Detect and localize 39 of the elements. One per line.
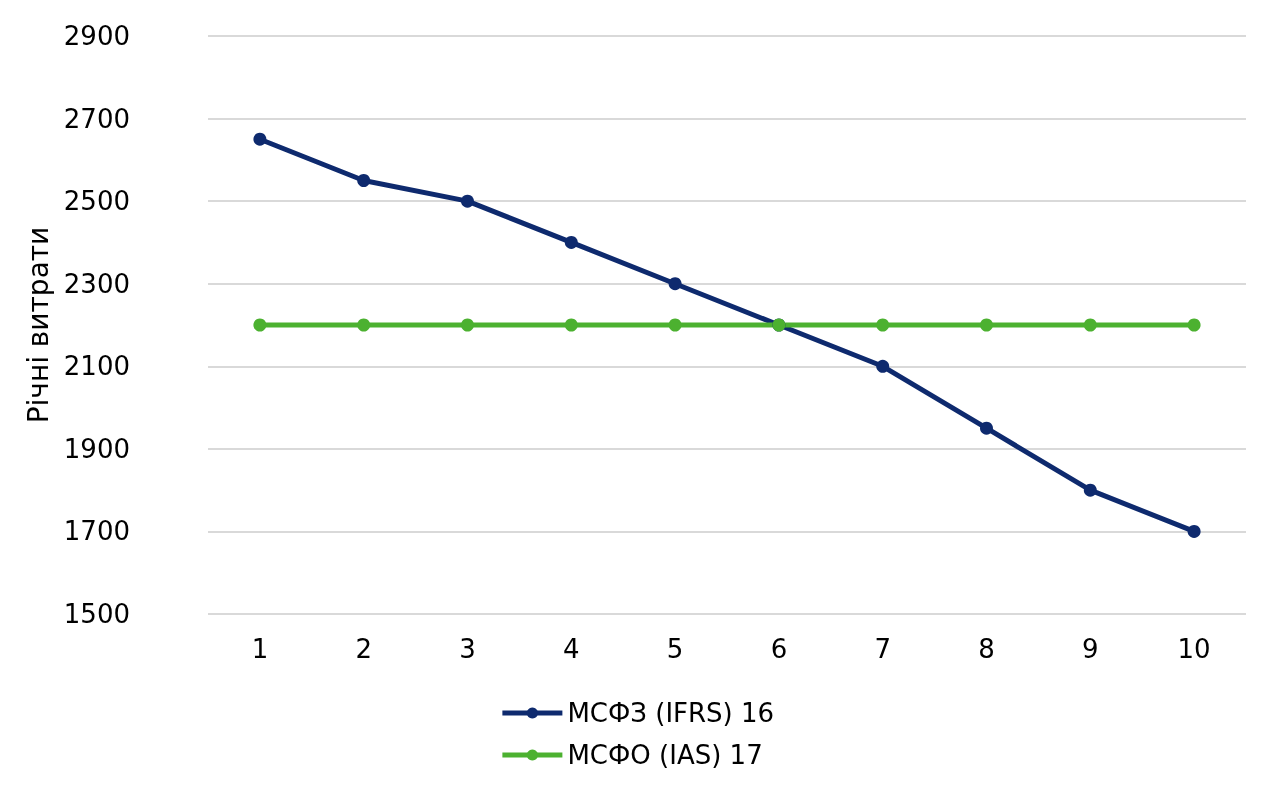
x-tick-label: 9 bbox=[1082, 634, 1099, 664]
point bbox=[253, 132, 267, 146]
x-tick-label: 8 bbox=[978, 634, 995, 664]
point bbox=[1083, 483, 1097, 497]
y-tick-label: 1700 bbox=[63, 516, 130, 547]
point bbox=[357, 174, 371, 187]
point bbox=[461, 194, 474, 208]
y-tick-label: 2900 bbox=[63, 21, 130, 51]
point bbox=[1187, 524, 1201, 538]
point bbox=[253, 318, 267, 332]
y-axis-title: Річні витрати bbox=[22, 226, 56, 424]
y-tick-label: 1900 bbox=[63, 433, 130, 464]
y-tick-label: 2500 bbox=[63, 186, 130, 217]
y-tick-label: 2300 bbox=[63, 268, 130, 299]
y-tick-label: 1500 bbox=[63, 599, 130, 629]
y-tick-label: 2700 bbox=[63, 103, 130, 134]
point bbox=[876, 318, 890, 332]
x-tick-label: 7 bbox=[874, 634, 891, 664]
legend-label: МСФЗ (IFRS) 16 bbox=[567, 698, 775, 728]
point bbox=[357, 318, 371, 332]
y-tick-label: 2100 bbox=[63, 351, 130, 382]
point bbox=[980, 421, 993, 435]
point bbox=[980, 318, 993, 332]
x-tick-label: 1 bbox=[251, 634, 269, 664]
point bbox=[876, 359, 890, 373]
point bbox=[668, 277, 682, 291]
point bbox=[1187, 318, 1201, 332]
x-tick-label: 3 bbox=[459, 634, 476, 664]
legend-label: МСФО (IAS) 17 bbox=[567, 740, 763, 770]
x-tick-label: 6 bbox=[770, 634, 788, 664]
point bbox=[564, 318, 578, 332]
x-tick-label: 4 bbox=[563, 634, 580, 664]
x-tick-label: 10 bbox=[1177, 634, 1211, 664]
point bbox=[461, 318, 474, 332]
x-tick-label: 2 bbox=[355, 634, 372, 664]
point bbox=[564, 235, 578, 249]
x-tick-label: 5 bbox=[666, 634, 684, 664]
point bbox=[1083, 318, 1097, 332]
point bbox=[668, 318, 682, 332]
